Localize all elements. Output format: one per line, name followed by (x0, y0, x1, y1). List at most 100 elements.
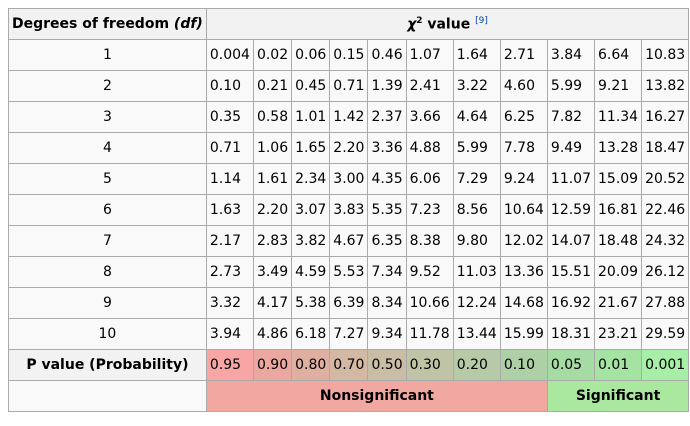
chi-value-cell: 3.22 (452, 70, 501, 102)
chi-value-cell: 4.60 (499, 70, 548, 102)
header-row: Degrees of freedom (df) χ2 value [9] (8, 8, 690, 40)
chi-value-cell: 9.34 (367, 318, 407, 350)
chi-value-cell: 9.24 (499, 163, 548, 195)
significance-row: Nonsignificant Significant (8, 380, 690, 412)
chi-value-cell: 6.64 (593, 39, 643, 71)
chi-value-cell: 7.78 (499, 132, 548, 164)
chi-value-cell: 8.34 (367, 287, 407, 319)
significant-label: Significant (546, 380, 690, 412)
chi-value-cell: 29.59 (641, 318, 690, 350)
p-value-cell: 0.01 (593, 349, 643, 381)
p-value-row: P value (Probability) 0.95 0.90 0.80 0.70 0.5… (8, 349, 690, 381)
chi-value-cell: 0.45 (291, 70, 331, 102)
chi-value-cell: 7.29 (452, 163, 501, 195)
chi-value-label: value (422, 16, 471, 33)
chi-value-cell: 13.36 (499, 256, 548, 288)
chi-value-cell: 15.99 (499, 318, 548, 350)
chi-value-cell: 14.68 (499, 287, 548, 319)
chi-value-cell: 0.06 (291, 39, 331, 71)
chi-value-cell: 6.39 (329, 287, 369, 319)
table-row: 10 3.94 4.86 6.18 7.27 9.34 11.78 13.44 15.99 18.… (8, 318, 690, 350)
chi-value-cell: 2.34 (291, 163, 331, 195)
chi-value-cell: 9.21 (593, 70, 643, 102)
chi-symbol: χ (407, 16, 417, 33)
chi-value-cell: 3.83 (329, 194, 369, 226)
chi-value-cell: 13.28 (593, 132, 643, 164)
chi-value-cell: 0.71 (205, 132, 254, 164)
chi-value-cell: 11.07 (546, 163, 596, 195)
chi-value-cell: 2.20 (252, 194, 293, 226)
table-row: 5 1.14 1.61 2.34 3.00 4.35 6.06 7.29 9.24 11.07 15… (8, 163, 690, 195)
df-cell: 4 (8, 132, 207, 164)
chi-value-cell: 2.17 (205, 225, 254, 257)
p-value-cell: 0.30 (405, 349, 454, 381)
chi-value-cell: 15.51 (546, 256, 596, 288)
chi-value-cell: 5.38 (291, 287, 331, 319)
chi-value-cell: 10.64 (499, 194, 548, 226)
df-cell: 7 (8, 225, 207, 257)
reference-link[interactable]: [9] (475, 15, 488, 26)
chi-value-cell: 2.71 (499, 39, 548, 71)
table-row: 8 2.73 3.49 4.59 5.53 7.34 9.52 11.03 13.36 15.51… (8, 256, 690, 288)
chi-value-cell: 7.23 (405, 194, 454, 226)
df-cell: 3 (8, 101, 207, 133)
df-cell: 1 (8, 39, 207, 71)
chi-value-cell: 8.38 (405, 225, 454, 257)
chi-value-cell: 4.59 (291, 256, 331, 288)
table-row: 1 0.004 0.02 0.06 0.15 0.46 1.07 1.64 2.71 3.84 6.… (8, 39, 690, 71)
table-row: 2 0.10 0.21 0.45 0.71 1.39 2.41 3.22 4.60 5.99 9.2… (8, 70, 690, 102)
chi-value-cell: 12.02 (499, 225, 548, 257)
chi-value-cell: 0.35 (205, 101, 254, 133)
chi-value-cell: 4.86 (252, 318, 293, 350)
df-cell: 6 (8, 194, 207, 226)
df-cell: 10 (8, 318, 207, 350)
chi-value-cell: 9.52 (405, 256, 454, 288)
chi-value-cell: 0.58 (252, 101, 293, 133)
df-header-label: Degrees of freedom (12, 16, 170, 32)
df-cell: 5 (8, 163, 207, 195)
chi-value-cell: 0.21 (252, 70, 293, 102)
chi-value-cell: 12.59 (546, 194, 596, 226)
chi-value-cell: 1.01 (291, 101, 331, 133)
chi-value-cell: 11.78 (405, 318, 454, 350)
df-header-italic: (df) (173, 16, 203, 32)
chi-value-cell: 18.31 (546, 318, 596, 350)
chi-value-cell: 1.14 (205, 163, 254, 195)
chi-value-cell: 5.99 (546, 70, 596, 102)
chi-value-cell: 7.27 (329, 318, 369, 350)
chi-value-cell: 11.34 (593, 101, 643, 133)
chi-value-cell: 6.25 (499, 101, 548, 133)
chi-value-cell: 16.81 (593, 194, 643, 226)
chi-value-cell: 24.32 (641, 225, 690, 257)
chi-value-cell: 15.09 (593, 163, 643, 195)
chi-value-cell: 3.66 (405, 101, 454, 133)
p-value-cell: 0.05 (546, 349, 596, 381)
chi-value-cell: 3.94 (205, 318, 254, 350)
chi-value-cell: 5.35 (367, 194, 407, 226)
p-value-cell: 0.001 (641, 349, 690, 381)
chi-value-cell: 1.65 (291, 132, 331, 164)
chi-value-cell: 6.35 (367, 225, 407, 257)
chi-value-cell: 1.61 (252, 163, 293, 195)
chi-value-cell: 0.10 (205, 70, 254, 102)
chi-value-cell: 7.82 (546, 101, 596, 133)
p-value-cell: 0.90 (252, 349, 293, 381)
chi-value-cell: 3.00 (329, 163, 369, 195)
chi-value-cell: 6.18 (291, 318, 331, 350)
chi-value-cell: 1.06 (252, 132, 293, 164)
chi-value-cell: 4.17 (252, 287, 293, 319)
chi-value-cell: 3.82 (291, 225, 331, 257)
chi-value-cell: 26.12 (641, 256, 690, 288)
df-cell: 9 (8, 287, 207, 319)
chi-value-cell: 5.53 (329, 256, 369, 288)
p-value-cell: 0.20 (452, 349, 501, 381)
chi-value-cell: 11.03 (452, 256, 501, 288)
p-value-label: P value (Probability) (8, 349, 207, 381)
df-cell: 2 (8, 70, 207, 102)
table-row: 6 1.63 2.20 3.07 3.83 5.35 7.23 8.56 10.64 12.59 1… (8, 194, 690, 226)
table-row: 9 3.32 4.17 5.38 6.39 8.34 10.66 12.24 14.68 16.9… (8, 287, 690, 319)
chi-value-cell: 13.82 (641, 70, 690, 102)
chi-value-cell: 4.64 (452, 101, 501, 133)
chi-value-cell: 9.49 (546, 132, 596, 164)
chi-value-cell: 0.15 (329, 39, 369, 71)
